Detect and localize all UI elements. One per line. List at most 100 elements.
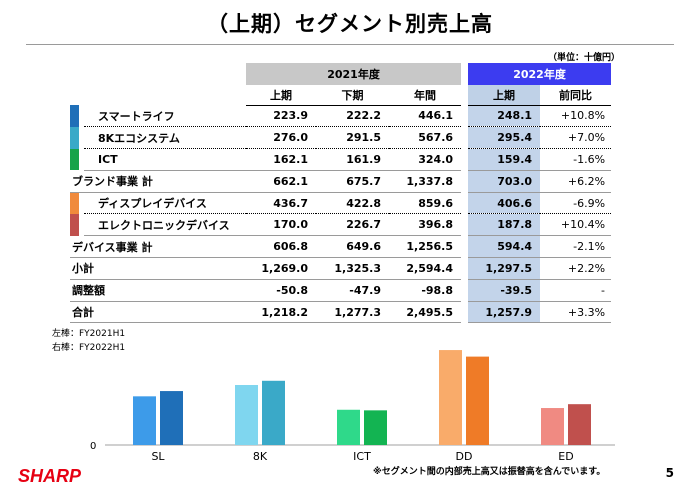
cell: -6.9% xyxy=(540,192,612,215)
row-label: スマートライフ xyxy=(84,105,246,128)
cell: 1,256.5 xyxy=(389,235,462,259)
col-header-2021-h1: 上期 xyxy=(246,85,316,106)
cell: 1,269.0 xyxy=(246,257,316,280)
cell: 594.4 xyxy=(468,235,541,259)
cell: +6.2% xyxy=(540,170,612,193)
year-2021-header: 2021年度 xyxy=(246,63,462,85)
legend-right-bar: 右棒：FY2022H1 xyxy=(52,343,126,353)
bar-dd-fy2022h1 xyxy=(466,356,489,445)
cell: 406.6 xyxy=(468,192,541,215)
bar-ict-fy2021h1 xyxy=(337,409,360,445)
cell: 159.4 xyxy=(468,148,541,171)
cell: -39.5 xyxy=(468,279,541,302)
row-label: ディスプレイデバイス xyxy=(84,192,246,215)
table-year-header: 2021年度 2022年度 xyxy=(70,63,612,85)
segment-color-swatch xyxy=(70,126,79,149)
col-header-2021-h2: 下期 xyxy=(316,85,389,106)
cell: 1,337.8 xyxy=(389,170,462,193)
cell: 662.1 xyxy=(246,170,316,193)
cell: 703.0 xyxy=(468,170,541,193)
cell: 1,297.5 xyxy=(468,257,541,280)
page-title: （上期）セグメント別売上高 xyxy=(207,12,493,36)
table-row: エレクトロニックデバイス 170.0 226.7 396.8 187.8 +10… xyxy=(70,213,612,237)
cell: -98.8 xyxy=(389,279,462,302)
cell: 1,218.2 xyxy=(246,301,316,324)
cell: 396.8 xyxy=(389,213,462,237)
cell: 324.0 xyxy=(389,148,462,171)
category-label: 8K xyxy=(253,450,268,460)
col-header-yoy: 前同比 xyxy=(540,85,612,106)
cell: -1.6% xyxy=(540,148,612,171)
category-label: ED xyxy=(558,450,573,460)
cell: 222.2 xyxy=(316,105,389,128)
cell: -47.9 xyxy=(316,279,389,302)
category-label: ICT xyxy=(353,450,371,460)
cell: 170.0 xyxy=(246,213,316,237)
cell: 248.1 xyxy=(468,105,541,128)
cell: +10.8% xyxy=(540,105,612,128)
row-label: ICT xyxy=(84,148,246,171)
cell: -50.8 xyxy=(246,279,316,302)
cell: 2,594.4 xyxy=(389,257,462,280)
category-label: DD xyxy=(456,450,473,460)
col-header-2022-h1: 上期 xyxy=(468,85,541,106)
table-row: ICT 162.1 161.9 324.0 159.4 -1.6% xyxy=(70,148,612,171)
cell: +7.0% xyxy=(540,126,612,150)
cell: 1,257.9 xyxy=(468,301,541,324)
unit-label: （単位：十億円） xyxy=(547,53,620,63)
cell: 649.6 xyxy=(316,235,389,259)
category-label: SL xyxy=(151,450,165,460)
segment-color-swatch xyxy=(70,105,79,127)
table-row: 小計 1,269.0 1,325.3 2,594.4 1,297.5 +2.2% xyxy=(70,257,612,280)
bar-ed-fy2021h1 xyxy=(541,408,564,445)
bar-sl-fy2022h1 xyxy=(160,391,183,445)
cell: +2.2% xyxy=(540,257,612,280)
table-row: デバイス事業 計 606.8 649.6 1,256.5 594.4 -2.1% xyxy=(70,235,612,259)
cell: 223.9 xyxy=(246,105,316,128)
cell: 446.1 xyxy=(389,105,462,128)
table-row: ブランド事業 計 662.1 675.7 1,337.8 703.0 +6.2% xyxy=(70,170,612,193)
segment-bar-chart: 0 SL 8K ICT DD ED xyxy=(90,350,615,460)
bar-8k-fy2022h1 xyxy=(262,380,285,445)
cell: 675.7 xyxy=(316,170,389,193)
cell: 567.6 xyxy=(389,126,462,150)
sharp-logo: SHARP xyxy=(18,466,82,486)
table-column-header: 上期 下期 年間 上期 前同比 xyxy=(70,85,612,106)
page-number: 5 xyxy=(665,466,674,480)
legend-left-bar: 左棒：FY2021H1 xyxy=(52,329,126,339)
cell: +10.4% xyxy=(540,213,612,237)
row-label: ブランド事業 計 xyxy=(70,170,246,193)
row-label: デバイス事業 計 xyxy=(70,235,246,259)
cell: 859.6 xyxy=(389,192,462,215)
cell: 436.7 xyxy=(246,192,316,215)
table-row: 8Kエコシステム 276.0 291.5 567.6 295.4 +7.0% xyxy=(70,126,612,150)
col-header-2021-annual: 年間 xyxy=(389,85,462,106)
cell: 187.8 xyxy=(468,213,541,237)
row-label: エレクトロニックデバイス xyxy=(84,213,246,237)
cell: 162.1 xyxy=(246,148,316,171)
segment-color-swatch xyxy=(70,213,79,236)
bar-sl-fy2021h1 xyxy=(133,396,156,445)
cell: 291.5 xyxy=(316,126,389,150)
row-label: 8Kエコシステム xyxy=(84,126,246,150)
year-2022-header: 2022年度 xyxy=(468,63,612,85)
bar-ict-fy2022h1 xyxy=(364,410,387,445)
table-row: ディスプレイデバイス 436.7 422.8 859.6 406.6 -6.9% xyxy=(70,192,612,215)
table-row: 調整額 -50.8 -47.9 -98.8 -39.5 - xyxy=(70,279,612,302)
footnote: ※セグメント間の内部売上高又は振替高を含んでいます。 xyxy=(373,467,606,477)
cell: +3.3% xyxy=(540,301,612,324)
title-divider xyxy=(26,44,674,45)
segment-color-swatch xyxy=(70,148,79,171)
cell: 606.8 xyxy=(246,235,316,259)
table-row: 合計 1,218.2 1,277.3 2,495.5 1,257.9 +3.3% xyxy=(70,301,612,324)
cell: 1,277.3 xyxy=(316,301,389,324)
row-label: 合計 xyxy=(70,301,246,324)
bar-ed-fy2022h1 xyxy=(568,404,591,445)
cell: 161.9 xyxy=(316,148,389,171)
bar-dd-fy2021h1 xyxy=(439,350,462,445)
row-label: 小計 xyxy=(70,257,246,280)
cell: 276.0 xyxy=(246,126,316,150)
cell: -2.1% xyxy=(540,235,612,259)
cell: 226.7 xyxy=(316,213,389,237)
cell: 422.8 xyxy=(316,192,389,215)
